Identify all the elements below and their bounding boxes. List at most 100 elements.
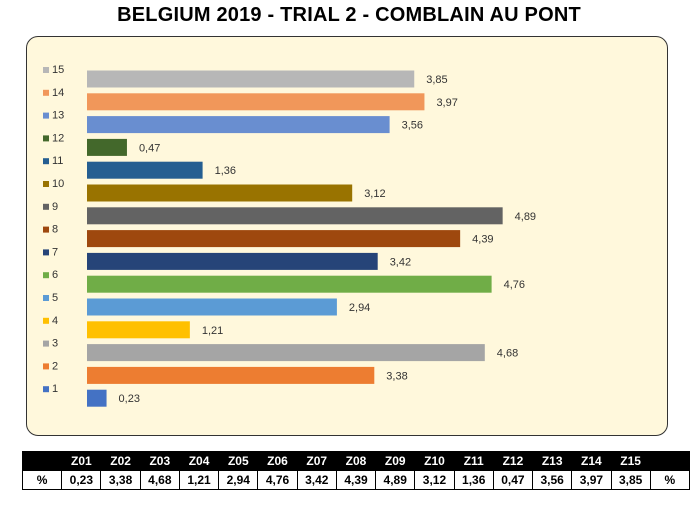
data-table: Z01 Z02 Z03 Z04 Z05 Z06 Z07 Z08 Z09 Z10 Z11 Z12 Z13 Z… <box>21 451 691 490</box>
table-value-row: % 0,23 3,38 4,68 1,21 2,94 4,76 3,42 4,39 4,89 3,1… <box>21 470 691 490</box>
bar-7 <box>87 252 378 270</box>
table-header-cell <box>649 451 691 471</box>
table-value-cell: 3,56 <box>532 470 573 490</box>
legend-label-3: 3 <box>52 338 58 350</box>
table-header-cell: Z12 <box>492 451 534 471</box>
table-header-cell: Z02 <box>100 451 141 471</box>
table-header-cell: Z04 <box>178 451 220 471</box>
table-value-cell: 3,38 <box>100 470 141 490</box>
legend-marker-10 <box>43 181 49 187</box>
table-header-cell <box>21 451 63 471</box>
bar-2 <box>87 366 375 384</box>
value-label-15: 3,85 <box>426 74 447 86</box>
legend-marker-12 <box>43 135 49 142</box>
value-label-6: 4,76 <box>504 279 525 291</box>
table-header-cell: Z10 <box>414 451 455 471</box>
legend-marker-5 <box>43 295 49 301</box>
legend-marker-9 <box>43 203 49 210</box>
value-label-8: 4,39 <box>472 234 493 246</box>
legend-label-12: 12 <box>52 132 64 144</box>
value-label-14: 3,97 <box>436 97 457 109</box>
table-header-cell: Z07 <box>296 451 337 471</box>
value-label-13: 3,56 <box>402 120 423 132</box>
legend-marker-7 <box>43 249 49 256</box>
bar-9 <box>87 207 503 225</box>
legend-marker-11 <box>43 158 49 165</box>
table-value-cell: 3,97 <box>571 470 612 490</box>
table-header-cell: Z03 <box>139 451 180 471</box>
legend-label-8: 8 <box>52 224 58 236</box>
table-header-cell: Z13 <box>532 451 573 471</box>
bar-chart: 1 0,23 2 3,38 3 4,68 4 1,21 5 2,94 6 4,76 7 3,42 8 4,39… <box>43 64 536 407</box>
legend-marker-8 <box>43 226 49 233</box>
table-value-cell: % <box>21 470 63 490</box>
table-header-cell: Z14 <box>571 451 612 471</box>
bar-3 <box>87 344 485 362</box>
value-label-9: 4,89 <box>515 211 536 223</box>
table-value-cell: 1,21 <box>178 470 220 490</box>
legend-marker-2 <box>43 363 49 370</box>
legend-label-10: 10 <box>52 178 64 190</box>
bar-4 <box>87 321 190 339</box>
table-value-cell: 1,36 <box>453 470 494 490</box>
legend-label-4: 4 <box>52 315 58 327</box>
table-header-cell: Z09 <box>375 451 416 471</box>
table-value-cell: 4,89 <box>375 470 416 490</box>
bar-6 <box>87 275 492 293</box>
bar-8 <box>87 230 461 248</box>
bar-13 <box>87 116 390 134</box>
value-label-7: 3,42 <box>390 256 411 268</box>
value-label-4: 1,21 <box>202 325 223 337</box>
legend-label-1: 1 <box>52 383 58 395</box>
bar-1 <box>87 389 107 407</box>
value-label-3: 4,68 <box>497 348 518 360</box>
value-label-12: 0,47 <box>139 142 160 154</box>
chart-panel: 1 0,23 2 3,38 3 4,68 4 1,21 5 2,94 6 4,76 7 3,42 8 4,39… <box>26 36 668 436</box>
legend-marker-15 <box>43 67 49 73</box>
legend-label-9: 9 <box>52 201 58 213</box>
table-value-cell: 4,76 <box>257 470 298 490</box>
legend-label-14: 14 <box>52 87 64 99</box>
legend-label-15: 15 <box>52 64 64 76</box>
value-label-11: 1,36 <box>215 165 236 177</box>
table-value-cell: % <box>649 470 691 490</box>
chart-title: BELGIUM 2019 - TRIAL 2 - COMBLAIN AU PON… <box>117 4 581 26</box>
bar-15 <box>87 70 415 88</box>
table-value-cell: 2,94 <box>218 470 259 490</box>
legend-marker-3 <box>43 340 49 347</box>
legend-label-13: 13 <box>52 110 64 122</box>
table-value-cell: 0,47 <box>492 470 534 490</box>
legend-label-5: 5 <box>52 292 58 304</box>
legend-marker-6 <box>43 272 49 279</box>
legend-label-7: 7 <box>52 246 58 258</box>
value-label-2: 3,38 <box>386 370 407 382</box>
legend-label-6: 6 <box>52 269 58 281</box>
table-header-cell: Z01 <box>61 451 102 471</box>
legend-label-2: 2 <box>52 360 58 372</box>
table-header-cell: Z06 <box>257 451 298 471</box>
legend-marker-13 <box>43 112 49 119</box>
legend-label-11: 11 <box>52 155 63 167</box>
legend-marker-1 <box>43 386 49 393</box>
table-header-cell: Z05 <box>218 451 259 471</box>
table-header-cell: Z15 <box>610 451 651 471</box>
bar-12 <box>87 138 127 156</box>
value-label-1: 0,23 <box>119 393 140 405</box>
table-value-cell: 3,85 <box>610 470 651 490</box>
table-value-cell: 0,23 <box>61 470 102 490</box>
bar-14 <box>87 93 425 111</box>
table-value-cell: 3,12 <box>414 470 455 490</box>
bar-11 <box>87 161 203 179</box>
value-label-10: 3,12 <box>364 188 385 200</box>
legend-marker-14 <box>43 89 49 96</box>
table-header-row: Z01 Z02 Z03 Z04 Z05 Z06 Z07 Z08 Z09 Z10 Z11 Z12 Z13 Z… <box>21 451 691 471</box>
bar-10 <box>87 184 353 202</box>
table-header-cell: Z11 <box>453 451 494 471</box>
value-label-5: 2,94 <box>349 302 370 314</box>
table-header-cell: Z08 <box>335 451 377 471</box>
table-value-cell: 4,39 <box>335 470 377 490</box>
bar-5 <box>87 298 337 316</box>
table-value-cell: 3,42 <box>296 470 337 490</box>
legend-marker-4 <box>43 317 49 324</box>
table-value-cell: 4,68 <box>139 470 180 490</box>
